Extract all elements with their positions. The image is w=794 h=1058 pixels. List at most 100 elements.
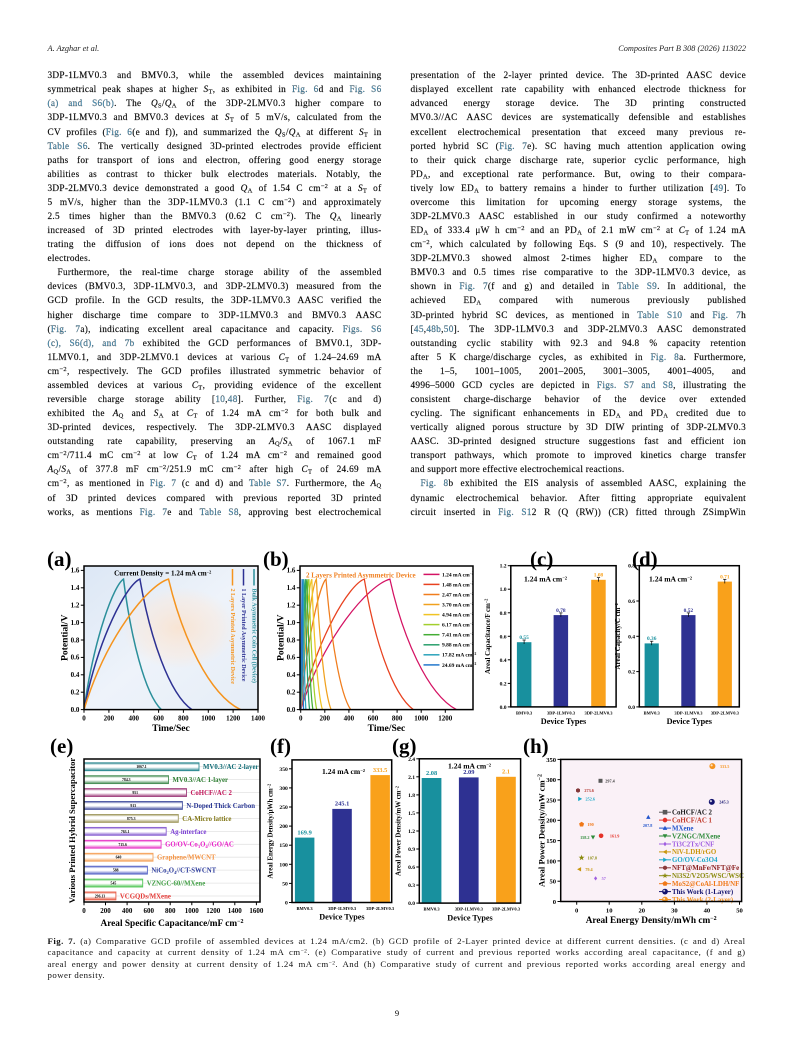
svg-text:0.3: 0.3 [408, 883, 415, 889]
svg-text:CoHCF/AC 1: CoHCF/AC 1 [672, 817, 713, 824]
svg-text:Areal Capacity/C cm−2: Areal Capacity/C cm−2 [614, 603, 622, 669]
svg-text:0.52: 0.52 [684, 608, 694, 614]
svg-text:1.08: 1.08 [594, 573, 604, 579]
svg-text:100: 100 [279, 862, 288, 868]
svg-text:Potential/V: Potential/V [60, 615, 71, 661]
svg-text:0.2: 0.2 [71, 689, 80, 697]
svg-text:0.6: 0.6 [71, 654, 80, 662]
svg-text:Areal Specific Capacitance/mF: Areal Specific Capacitance/mF cm−2 [101, 919, 244, 929]
svg-text:3DP-1LMV0.3: 3DP-1LMV0.3 [328, 906, 357, 911]
svg-text:800: 800 [178, 714, 189, 722]
svg-text:252.6: 252.6 [586, 797, 595, 802]
svg-text:1000: 1000 [185, 907, 200, 915]
svg-text:297.4: 297.4 [605, 779, 615, 784]
svg-text:0: 0 [575, 908, 579, 915]
svg-text:10: 10 [606, 908, 613, 915]
svg-text:100: 100 [546, 858, 557, 865]
svg-text:300: 300 [546, 777, 557, 784]
svg-text:0.0: 0.0 [628, 705, 635, 711]
svg-text:2.1: 2.1 [502, 769, 510, 776]
svg-text:Current Density = 1.24 mA cm−: Current Density = 1.24 mA cm−2 [114, 569, 211, 577]
svg-text:57: 57 [602, 876, 606, 881]
svg-text:0.0: 0.0 [71, 706, 80, 714]
svg-text:MV0.3//AC 2-layer: MV0.3//AC 2-layer [203, 764, 259, 771]
svg-text:2.08: 2.08 [426, 770, 437, 777]
svg-text:1.0: 1.0 [71, 619, 80, 627]
svg-text:0.36: 0.36 [647, 636, 657, 642]
svg-text:40: 40 [704, 908, 711, 915]
svg-text:50: 50 [550, 879, 557, 886]
svg-text:50: 50 [282, 881, 288, 887]
svg-text:1.24 mA cm−2: 1.24 mA cm−2 [442, 572, 474, 579]
svg-text:0: 0 [285, 901, 288, 907]
svg-text:1.24 mA cm−2: 1.24 mA cm−2 [524, 575, 568, 584]
svg-text:200: 200 [104, 714, 115, 722]
svg-text:161.9: 161.9 [610, 834, 619, 839]
svg-text:Ag-interface: Ag-interface [170, 829, 206, 836]
svg-text:BMV0.3: BMV0.3 [424, 907, 441, 912]
svg-text:(b): (b) [263, 547, 289, 571]
svg-text:1000: 1000 [414, 714, 429, 722]
svg-text:800: 800 [165, 907, 176, 915]
svg-text:1.8: 1.8 [408, 793, 415, 799]
svg-text:169.9: 169.9 [297, 829, 311, 836]
svg-text:333.5: 333.5 [373, 767, 387, 774]
svg-text:1.0: 1.0 [287, 619, 296, 627]
svg-text:200: 200 [279, 824, 288, 830]
svg-text:1.6: 1.6 [287, 567, 296, 575]
svg-text:1.6: 1.6 [71, 567, 80, 575]
svg-text:107.8: 107.8 [588, 855, 597, 860]
svg-text:1.0: 1.0 [500, 587, 507, 593]
svg-text:BMV0.3: BMV0.3 [644, 710, 661, 715]
svg-text:715.6: 715.6 [118, 843, 127, 847]
svg-text:1067.1: 1067.1 [136, 765, 147, 769]
svg-text:GO/OV-Co3O4: GO/OV-Co3O4 [672, 857, 718, 864]
svg-text:3.70 mA cm−2: 3.70 mA cm−2 [442, 602, 474, 609]
svg-text:(e): (e) [50, 734, 73, 758]
svg-text:2.47 mA cm−2: 2.47 mA cm−2 [442, 592, 474, 599]
svg-text:545: 545 [111, 882, 117, 886]
svg-text:0.0: 0.0 [287, 706, 296, 714]
svg-text:4.94 mA cm−2: 4.94 mA cm−2 [442, 612, 474, 619]
svg-text:0: 0 [299, 714, 303, 722]
svg-text:N-Doped Thick Carbon: N-Doped Thick Carbon [186, 803, 255, 810]
svg-text:Areal Energy Density/μWh cm−2: Areal Energy Density/μWh cm−2 [266, 784, 274, 879]
svg-text:0.4: 0.4 [628, 634, 635, 640]
svg-text:50: 50 [736, 908, 743, 915]
svg-text:245.1: 245.1 [335, 801, 349, 808]
svg-text:640: 640 [116, 856, 122, 860]
svg-text:BMV0.3: BMV0.3 [516, 710, 533, 715]
svg-text:0.8: 0.8 [71, 636, 80, 644]
svg-text:0.55: 0.55 [519, 635, 529, 641]
svg-text:190: 190 [587, 822, 593, 827]
svg-text:This Work (1-Layer): This Work (1-Layer) [672, 889, 733, 896]
svg-text:913: 913 [130, 804, 136, 808]
svg-text:0.78: 0.78 [556, 608, 566, 614]
svg-text:200: 200 [100, 907, 111, 915]
svg-text:0.2: 0.2 [500, 681, 507, 687]
svg-text:3DP-1LMV0.3: 3DP-1LMV0.3 [455, 907, 484, 912]
svg-text:1.2: 1.2 [287, 602, 296, 610]
svg-text:20: 20 [639, 908, 646, 915]
svg-text:1400: 1400 [251, 714, 266, 722]
svg-text:600: 600 [153, 714, 164, 722]
svg-text:(h): (h) [523, 734, 549, 758]
svg-text:Ti3C2Tx/CNF: Ti3C2Tx/CNF [672, 841, 714, 848]
svg-text:3DP-2LMV0.3: 3DP-2LMV0.3 [711, 710, 740, 715]
svg-text:79.4: 79.4 [585, 867, 593, 872]
svg-text:This Work (2-Layer): This Work (2-Layer) [672, 897, 733, 904]
svg-text:Areal Power Density/mW cm−2: Areal Power Density/mW cm−2 [537, 774, 547, 887]
svg-text:(c): (c) [530, 547, 553, 571]
svg-text:0.9: 0.9 [408, 847, 415, 853]
svg-text:951: 951 [132, 791, 138, 795]
svg-text:600: 600 [143, 907, 154, 915]
svg-text:250: 250 [279, 805, 288, 811]
svg-text:300: 300 [279, 786, 288, 792]
svg-text:0.2: 0.2 [287, 689, 296, 697]
svg-text:273.6: 273.6 [584, 788, 593, 793]
svg-text:(g): (g) [392, 734, 417, 758]
svg-text:NFT@MnFe/NFT@Fe: NFT@MnFe/NFT@Fe [672, 865, 739, 872]
svg-text:(d): (d) [632, 547, 658, 571]
svg-text:0.4: 0.4 [500, 658, 507, 664]
svg-text:1.4: 1.4 [287, 584, 296, 592]
